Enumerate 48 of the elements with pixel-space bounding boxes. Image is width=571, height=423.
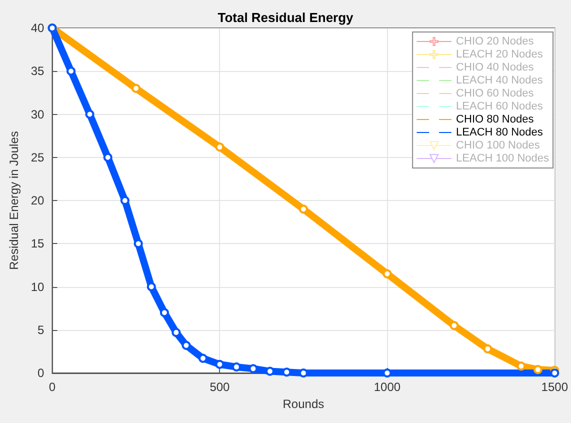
point — [134, 239, 143, 248]
y-tick-label: 30 — [30, 107, 45, 122]
point — [160, 308, 169, 318]
point — [131, 84, 140, 93]
y-tick-label: 0 — [38, 366, 45, 380]
point — [298, 204, 308, 214]
y-tick-label: 15 — [30, 236, 45, 251]
point — [146, 282, 156, 292]
y-tick-label: 40 — [30, 21, 45, 35]
y-tick-label: 25 — [30, 150, 45, 164]
point — [483, 344, 492, 354]
legend-label: LEACH 40 Nodes — [456, 74, 544, 86]
x-tick-label: 0 — [48, 380, 56, 394]
legend-label: LEACH 60 Nodes — [456, 100, 544, 112]
point — [450, 321, 459, 330]
point — [66, 66, 76, 76]
legend-label: LEACH 80 Nodes — [456, 126, 544, 138]
point — [120, 196, 130, 205]
y-tick-label: 35 — [30, 64, 45, 78]
point — [85, 110, 94, 119]
legend-label: CHIO 80 Nodes — [456, 114, 534, 126]
point — [232, 362, 241, 372]
point — [182, 340, 191, 350]
y-tick-label: 20 — [30, 194, 45, 208]
point — [248, 364, 258, 374]
x-tick-label: 500 — [210, 380, 230, 394]
legend-label: LEACH 20 Nodes — [456, 48, 544, 60]
legend-label: CHIO 20 Nodes — [456, 36, 534, 48]
x-tick-label: 1000 — [374, 380, 401, 394]
legend-label: CHIO 40 Nodes — [456, 62, 534, 74]
legend-label: LEACH 100 Nodes — [456, 152, 550, 164]
point — [215, 142, 224, 152]
point — [172, 328, 181, 337]
x-tick-label: 1500 — [541, 380, 568, 394]
point — [516, 362, 526, 371]
y-axis-title: Residual Energy in Joules — [7, 131, 21, 270]
legend-label: CHIO 100 Nodes — [456, 140, 540, 152]
point — [550, 368, 560, 378]
point — [533, 365, 542, 374]
point — [198, 354, 208, 363]
chart-title: Total Residual Energy — [218, 10, 354, 25]
y-tick-label: 5 — [38, 322, 45, 337]
point — [382, 269, 392, 278]
legend-label: CHIO 60 Nodes — [456, 88, 534, 100]
point — [103, 152, 112, 162]
point — [215, 360, 224, 369]
x-axis-title: Rounds — [282, 396, 324, 411]
y-tick-label: 10 — [30, 280, 45, 294]
